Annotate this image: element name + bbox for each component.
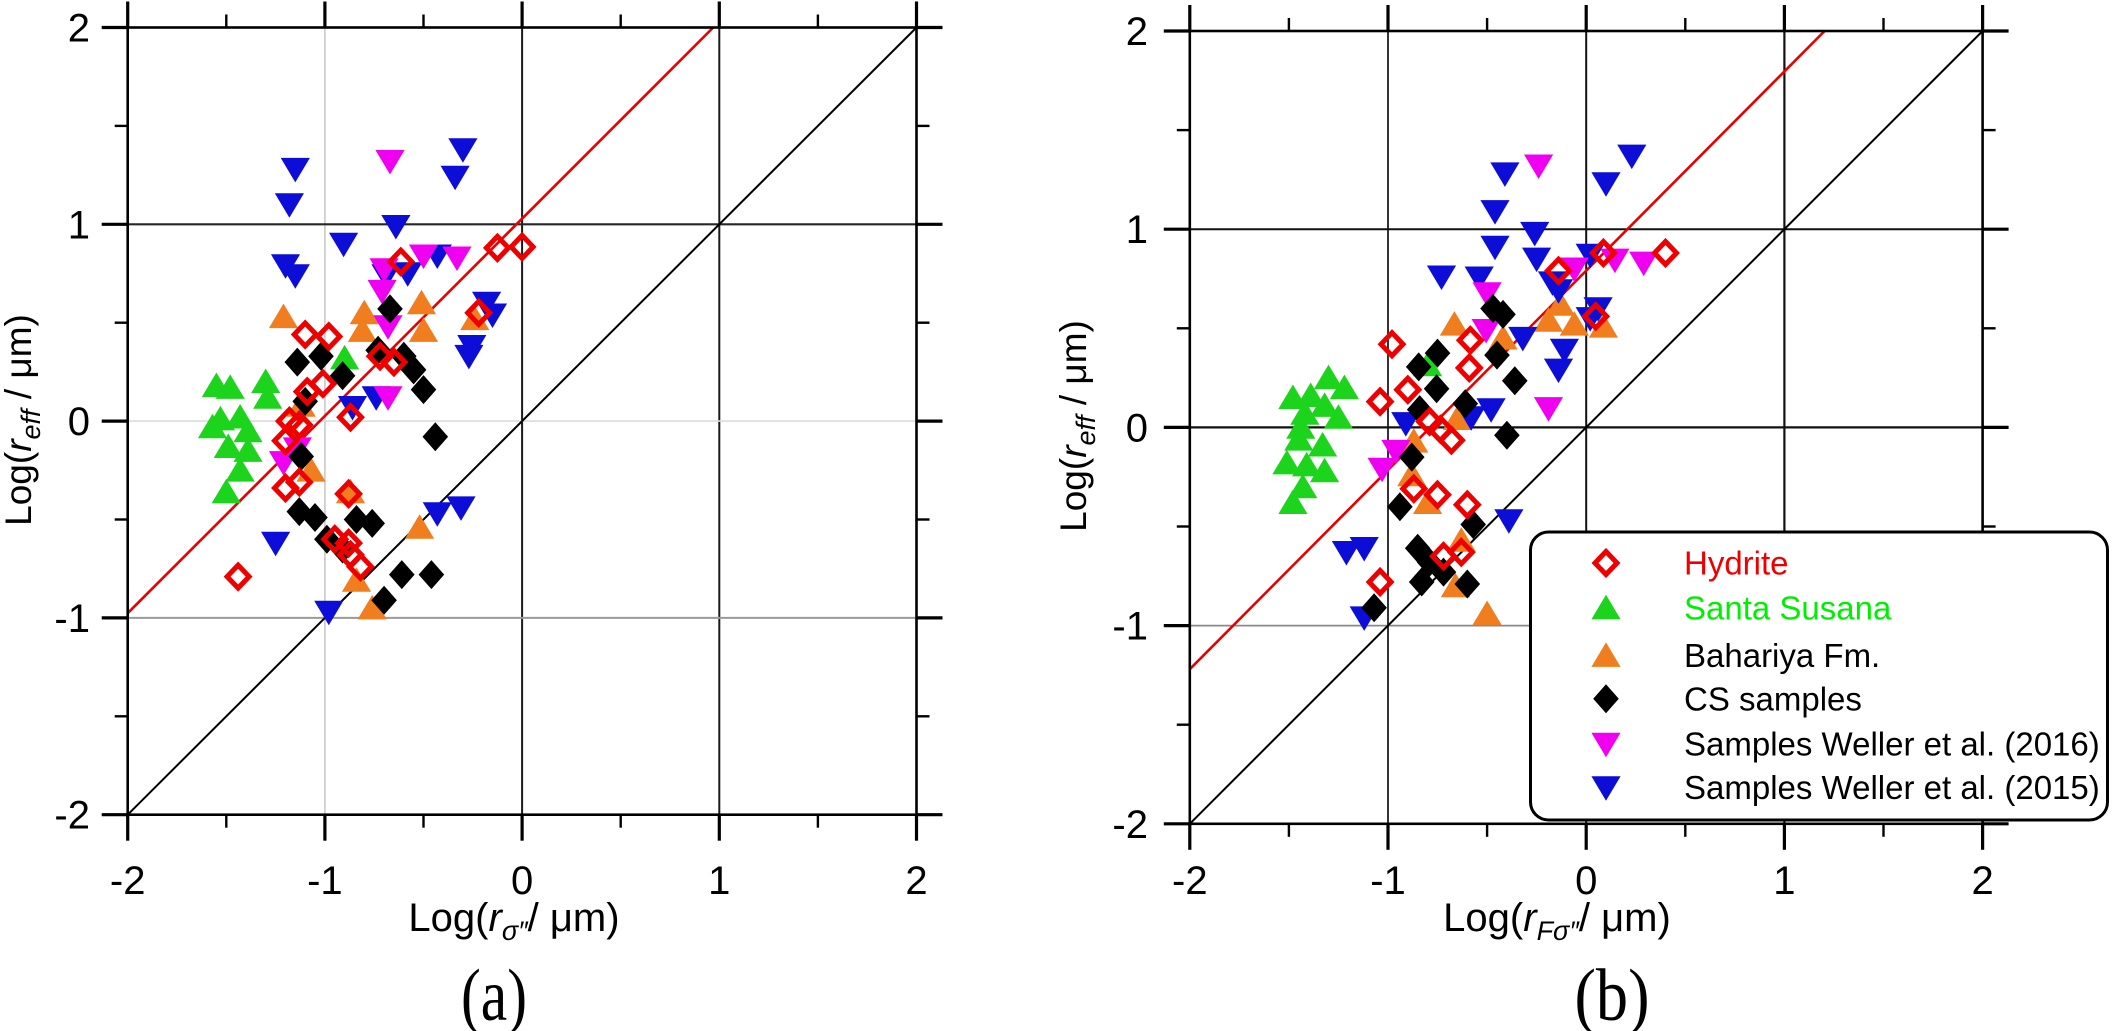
svg-text:2: 2 <box>1971 859 1993 903</box>
svg-text:Samples Weller et al. (2015): Samples Weller et al. (2015) <box>1684 769 2100 806</box>
svg-text:-1: -1 <box>54 597 90 641</box>
svg-text:Samples Weller et al. (2016): Samples Weller et al. (2016) <box>1684 726 2100 763</box>
svg-text:Bahariya Fm.: Bahariya Fm. <box>1684 637 1880 674</box>
svg-text:CS samples: CS samples <box>1684 680 1862 717</box>
svg-text:(a): (a) <box>461 955 527 1031</box>
svg-text:2: 2 <box>68 7 90 51</box>
svg-text:2: 2 <box>1126 10 1148 54</box>
svg-text:-2: -2 <box>1112 803 1148 847</box>
svg-text:Hydrite: Hydrite <box>1684 545 1789 582</box>
svg-text:-2: -2 <box>1172 859 1208 903</box>
svg-text:-2: -2 <box>54 794 90 838</box>
svg-text:-2: -2 <box>110 859 146 903</box>
svg-text:1: 1 <box>708 859 730 903</box>
svg-text:1: 1 <box>1126 208 1148 252</box>
svg-text:0: 0 <box>511 859 533 903</box>
svg-text:1: 1 <box>68 203 90 247</box>
svg-text:Santa Susana: Santa Susana <box>1684 590 1892 627</box>
svg-text:2: 2 <box>905 859 927 903</box>
svg-text:0: 0 <box>1575 859 1597 903</box>
svg-text:-1: -1 <box>307 859 343 903</box>
svg-text:0: 0 <box>68 400 90 444</box>
svg-text:0: 0 <box>1126 406 1148 450</box>
svg-text:-1: -1 <box>1370 859 1406 903</box>
svg-text:-1: -1 <box>1112 605 1148 649</box>
svg-text:1: 1 <box>1773 859 1795 903</box>
svg-text:(b): (b) <box>1575 955 1650 1031</box>
